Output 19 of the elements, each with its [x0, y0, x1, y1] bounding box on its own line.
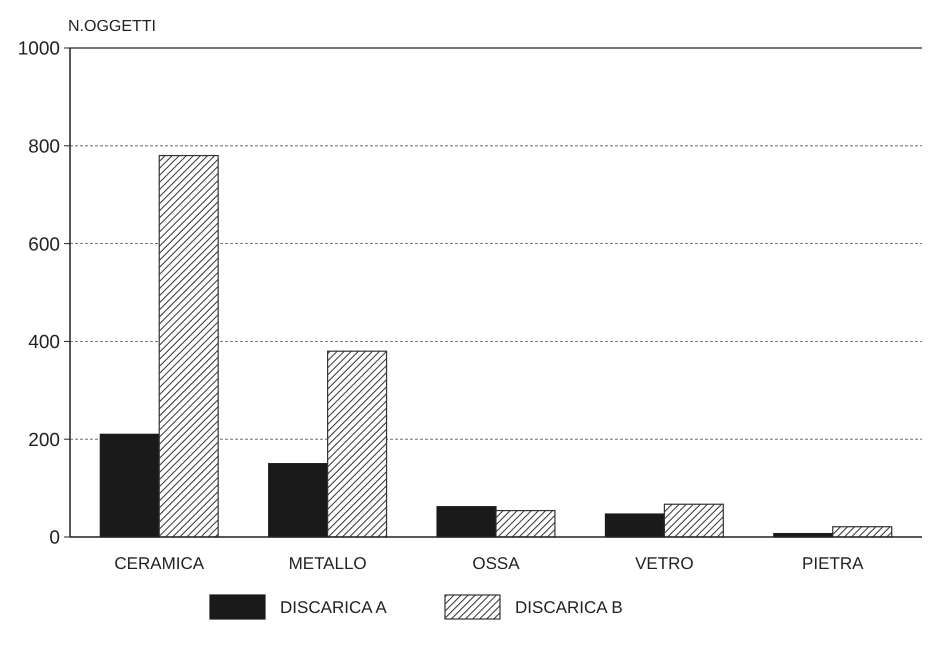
- legend-label: DISCARICA A: [280, 598, 388, 617]
- y-tick-label: 400: [28, 332, 60, 354]
- x-tick-label: OSSA: [472, 554, 520, 573]
- y-tick-label: 600: [28, 234, 60, 256]
- bar: [327, 350, 388, 538]
- bar: [158, 154, 219, 538]
- y-axis-title: N.OGGETTI: [68, 18, 156, 35]
- x-tick-label: VETRO: [635, 554, 694, 573]
- y-tick-label: 200: [28, 430, 60, 451]
- x-tick-label: PIETRA: [802, 554, 864, 573]
- x-tick-label: CERAMICA: [114, 554, 205, 573]
- y-tick-label: 800: [28, 136, 60, 158]
- y-tick-label: 1000: [18, 38, 60, 60]
- x-tick-label: METALLO: [288, 554, 367, 573]
- bar: [832, 526, 892, 538]
- bar: [664, 504, 724, 538]
- bar: [495, 510, 556, 538]
- legend-label: DISCARICA B: [515, 598, 623, 617]
- y-tick-label: 0: [49, 528, 60, 549]
